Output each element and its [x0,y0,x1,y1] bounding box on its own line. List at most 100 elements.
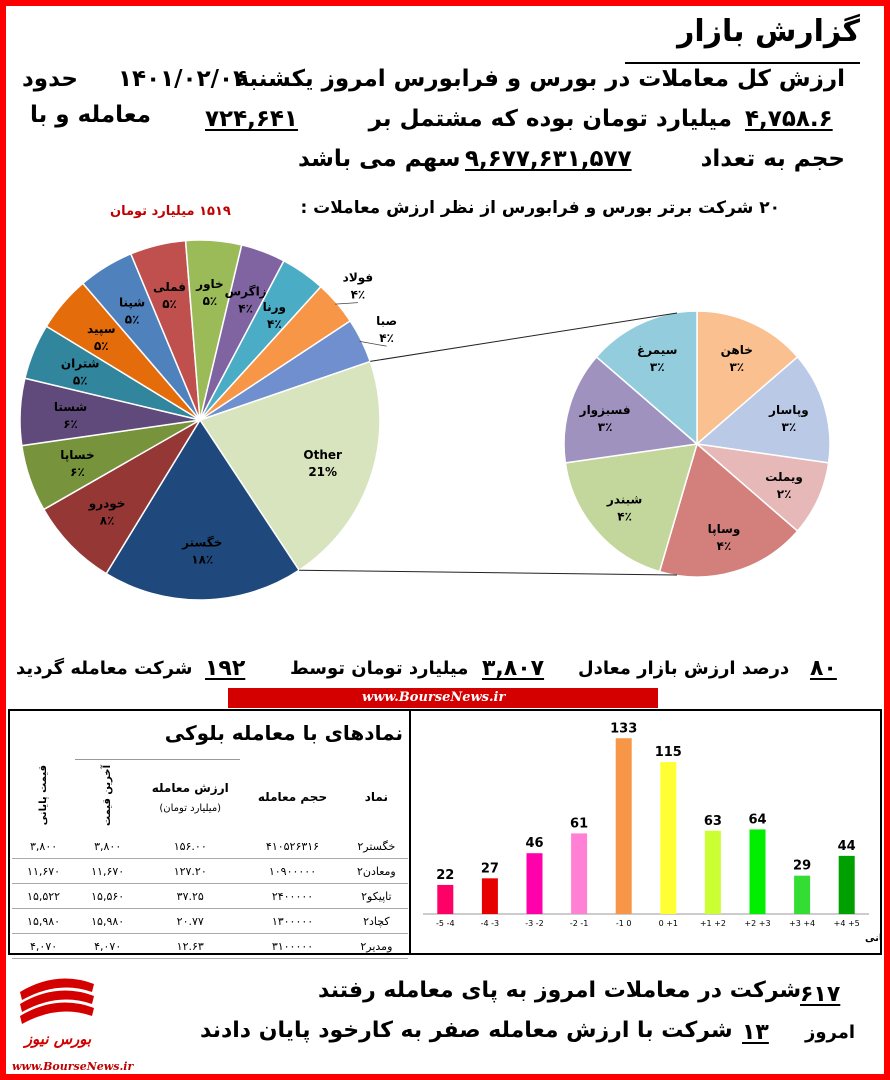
pie0-value-10: ۴٪ [238,302,253,316]
pie0-label-6: سپید [87,322,116,336]
bar-chart: 22 -5 -4 27 -4 -3 46 -3 -2 61 -2 -1 133 -1 0 115 0 … [423,721,890,944]
bar-value-3: 61 [570,816,588,831]
pie0-value-3: ۶٪ [70,465,85,479]
bar-chart-title: پراکنش شرکت های بورس و فرابورس بر اساس م… [865,933,880,944]
pie-connector-top [370,312,678,362]
pie1-label-3: وساپا [708,522,741,537]
bar-tick-6: +1 +2 [700,919,726,928]
col-symbol: نماد [364,789,388,804]
cell-volume: ۱۳۰۰۰۰۰ [240,908,345,934]
block-table-body: خگستر۲ ۴۱۰۵۲۶۳۱۶ ۱۵۶.۰۰ ۳,۸۰۰ ۳,۸۰۰ ومعادن۲ ۱۰… [12,834,408,959]
bar-8 [794,875,811,914]
bar-tick-1: -4 -3 [481,919,500,928]
footer-line1-text: شرکت در معاملات امروز به پای معامله رفتن… [318,978,802,1003]
pie1-value-5: ۳٪ [598,420,613,434]
bar-value-1: 27 [481,861,499,876]
boursenews-logo: بورس نیوز [20,978,94,1048]
cell-symbol: کچاد۲ [344,908,408,934]
bar-9 [838,855,855,914]
summary-percent: ۸۰ [810,656,837,681]
bar-value-0: 22 [436,868,454,883]
bar-3 [571,833,588,914]
bar-value-4: 133 [610,721,637,736]
pie1-label-4: شبندر [606,493,642,507]
table-row: تاپیکو۲ ۲۴۰۰۰۰۰ ۳۷.۲۵ ۱۵,۵۶۰ ۱۵,۵۲۲ [12,883,408,909]
bar-value-5: 115 [655,745,682,760]
pie-connector-bottom [299,569,678,576]
header-line1-end: حدود [22,66,78,92]
pie0-label-10: زاگرس [225,285,267,299]
pie1-value-1: ۳٪ [782,420,797,434]
pie-section-title: ۲۰ شرکت برتر بورس و فرابورس از نظر ارزش … [300,198,780,218]
block-table-title: نمادهای با معامله بلوکی [164,721,403,745]
cell-last: ۳,۸۰۰ [75,834,141,859]
pie1-value-4: ۴٪ [617,510,632,524]
footer-zero-count: ۱۳ [742,1020,769,1045]
bar-value-7: 64 [748,812,766,827]
pie1-value-0: ۳٪ [729,360,744,374]
site-banner-bar [228,688,658,708]
bar-tick-2: -3 -2 [525,919,544,928]
col-value-line1: ارزش معامله [151,780,229,795]
pie0-label-9: خاور [195,277,224,292]
summary-percent-text: درصد ارزش بازار معادل [578,658,790,679]
table-row: خگستر۲ ۴۱۰۵۲۶۳۱۶ ۱۵۶.۰۰ ۳,۸۰۰ ۳,۸۰۰ [12,834,408,859]
col-volume: حجم معامله [257,789,328,804]
pie0-value-7: ۵٪ [125,313,140,327]
cell-final: ۳,۸۰۰ [12,834,76,859]
cell-symbol: خگستر۲ [344,834,408,859]
col-last-price-label: آخرین قیمت [102,764,114,826]
header-date: ۱۴۰۱/۰۲/۰۴ [118,66,248,92]
footer-traded-count: ۶۱۷ [800,982,841,1007]
cell-last: ۱۵,۹۸۰ [75,908,141,934]
bar-tick-9: +4 +5 [834,919,860,928]
bar-value-2: 46 [525,836,543,851]
pie0-value-9: ۵٪ [203,294,218,308]
bar-1 [481,878,498,914]
pie1-slice-4 [564,443,699,573]
bar-4 [615,738,632,914]
header-line1: ارزش کل معاملات در بورس و فرابورس امروز … [235,66,845,92]
footer-site: www.BourseNews.ir [12,1060,134,1073]
cell-symbol: تاپیکو۲ [344,883,408,909]
cell-value: ۱۵۶.۰۰ [140,834,241,859]
cell-last: ۱۵,۵۶۰ [75,883,141,909]
volume-count: ۹,۶۷۷,۶۳۱,۵۷۷ [465,146,632,172]
pie0-label-5: شتران [61,357,100,371]
header-line2-end: معامله و با [30,102,152,128]
pie0-slice-2 [42,419,201,575]
pie1-label-2: ویملت [765,470,803,485]
bar-5 [660,762,677,914]
pie0-label-7: شپنا [119,296,145,310]
cell-value: ۱۲.۶۳ [140,933,241,959]
pie0-label-3: خساپا [60,448,94,462]
bar-tick-5: 0 +1 [659,919,678,928]
logo-text: بورس نیوز [23,1030,92,1048]
header-line1-start: ارزش کل معاملات در بورس و فرابورس امروز [321,66,845,92]
pie0-value-12: ۴٪ [351,288,366,302]
bar-0 [437,884,454,914]
pie0-slice-0 [198,360,381,572]
pie0-value-6: ۵٪ [94,339,109,353]
bar-7 [749,829,766,914]
block-trades-table: نماد حجم معامله ارزش معامله (میلیارد توم… [12,759,408,959]
bar-6 [704,830,721,914]
col-last-price: آخرین قیمت [75,759,141,834]
bar-tick-7: +2 +3 [744,919,770,928]
cell-volume: ۳۱۰۰۰۰۰ [240,933,345,959]
summary-companies-text: شرکت معامله گردید [16,658,193,679]
cell-volume: ۴۱۰۵۲۶۳۱۶ [240,834,345,859]
cell-value: ۲۰.۷۷ [140,908,241,934]
pie0-value-0: 21% [308,465,337,479]
block-trades-panel: نمادهای با معامله بلوکی نماد حجم معامله … [8,709,413,959]
pie0-slice-13 [199,319,372,421]
cell-symbol: ومعادن۲ [344,858,408,884]
bar-value-6: 63 [704,814,722,829]
trade-count: ۷۲۴,۶۴۱ [205,106,298,132]
cell-value: ۳۷.۲۵ [140,883,241,909]
pie1-slice-6 [595,310,698,446]
title-box: گزارش بازار [625,14,860,64]
pie-charts: Other 21% خگستر ۱۸٪ خودرو ۸٪ خساپا ۶٪ شستا ۶٪ شترا… [19,239,831,601]
table-row: ومدیر۲ ۳۱۰۰۰۰۰ ۱۲.۶۳ ۴,۰۷۰ ۴,۰۷۰ [12,933,408,959]
pie1-label-0: خاهن [721,343,753,357]
